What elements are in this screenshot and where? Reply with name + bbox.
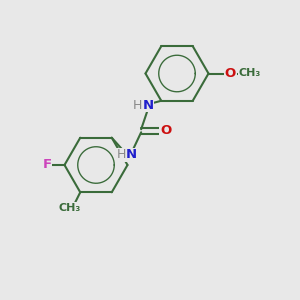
Text: CH₃: CH₃ [58, 203, 81, 213]
Text: N: N [142, 99, 154, 112]
Text: F: F [43, 158, 52, 172]
Text: O: O [160, 124, 171, 137]
Text: H: H [116, 148, 126, 161]
Text: CH₃: CH₃ [239, 68, 261, 79]
Text: N: N [126, 148, 137, 161]
Text: H: H [133, 99, 142, 112]
Text: O: O [225, 67, 236, 80]
